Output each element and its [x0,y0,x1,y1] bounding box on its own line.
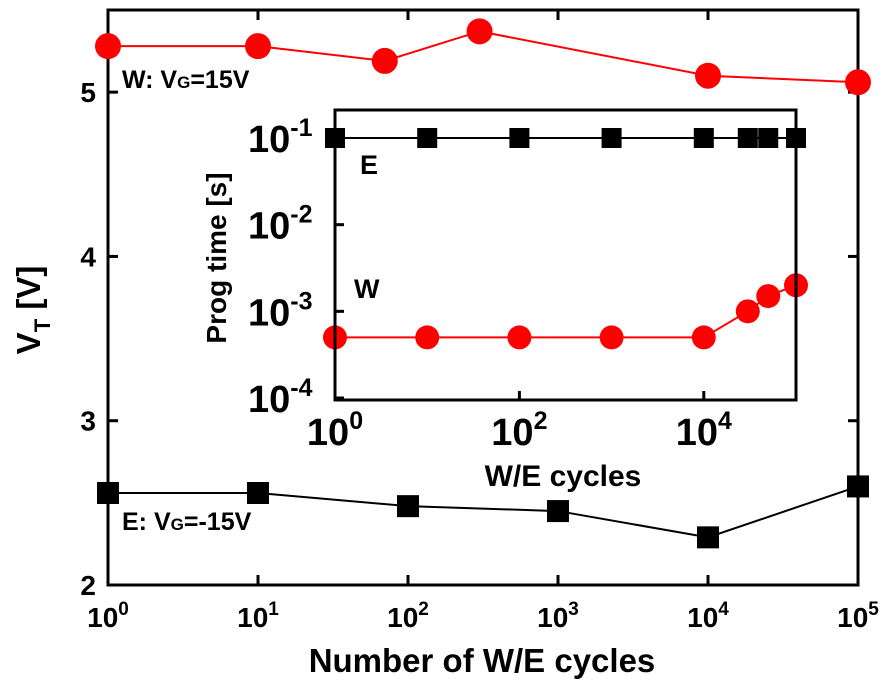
main-y-axis-label-sub: T [30,318,55,332]
main-series-point [547,500,569,523]
annotation-w: W: VG=15V [122,66,250,94]
main-y-tick-label: 3 [80,406,96,437]
inset-series-point [735,299,760,324]
main-chart: 100 101 102 103 104 105 2 3 4 5 Number of W/E cy… [10,8,879,679]
inset-x-axis-label: W/E cycles [485,460,642,493]
inset-x-tick-label: 102 [491,407,547,454]
inset-series-point [601,128,622,148]
inset-x-ticks: 100 102 104 [307,391,732,454]
inset-series-point [415,325,440,350]
main-series-point [466,18,493,45]
main-x-tick-label: 105 [837,599,879,633]
main-series-point [95,33,121,60]
main-x-axis-label: Number of W/E cycles [309,642,656,679]
inset-series-point [691,325,716,350]
main-series-point [397,495,419,518]
main-x-tick-label: 103 [537,599,579,633]
main-y-tick-label: 5 [80,77,96,108]
main-series-point [695,62,721,89]
main-x-tick-label: 102 [387,599,429,633]
main-y-axis-label-unit: [V] [10,266,47,319]
main-series-point [697,526,719,549]
main-y-ticks: 2 3 4 5 [80,77,858,601]
inset-series-point [758,128,779,148]
main-series-point [845,69,871,96]
main-x-tick-label: 100 [87,599,129,633]
inset-y-axis-label: Prog time [s] [201,172,232,343]
inset-series-point [599,325,624,350]
inset-y-tick-label: 10-4 [248,374,313,421]
main-y-axis-label: VT [V] [10,266,55,355]
inset-series-point [417,128,438,148]
annotation-e: E: VG=-15V [122,508,252,536]
main-series [95,18,871,549]
inset-chart: 100 102 104 10-1 10-2 10-3 10-4 W/E cycles Pr… [201,108,808,493]
inset-plot-frame [333,108,798,402]
main-y-tick-label: 2 [80,570,96,601]
main-series-point [247,482,269,504]
inset-y-tick-label: 10-1 [248,114,313,161]
inset-x-tick-label: 100 [307,407,363,454]
inset-series [323,128,808,350]
main-series-line-0 [108,30,859,84]
main-series-point [847,475,869,498]
main-plot-frame [106,8,860,587]
main-x-tick-label: 104 [687,599,729,633]
main-y-tick-label: 4 [80,241,96,272]
inset-series-point [737,128,758,148]
inset-series-point [756,284,781,309]
main-series-point [245,33,271,60]
inset-series-point [509,128,530,148]
inset-series-point [693,128,714,148]
inset-y-tick-label: 10-3 [248,287,313,334]
main-x-ticks: 100 101 102 103 104 105 [87,10,879,633]
inset-x-tick-label: 104 [676,407,732,454]
inset-series-label-e: E [360,150,378,180]
inset-y-ticks: 10-1 10-2 10-3 10-4 [248,114,344,421]
main-series-line-1 [108,485,859,539]
main-x-tick-label: 101 [237,599,279,633]
main-series-point [97,482,119,504]
main-series-point [371,47,398,74]
inset-series-label-w: W [354,274,380,304]
inset-series-point [507,325,532,350]
inset-y-tick-label: 10-2 [248,201,313,248]
inset-background [335,110,796,400]
